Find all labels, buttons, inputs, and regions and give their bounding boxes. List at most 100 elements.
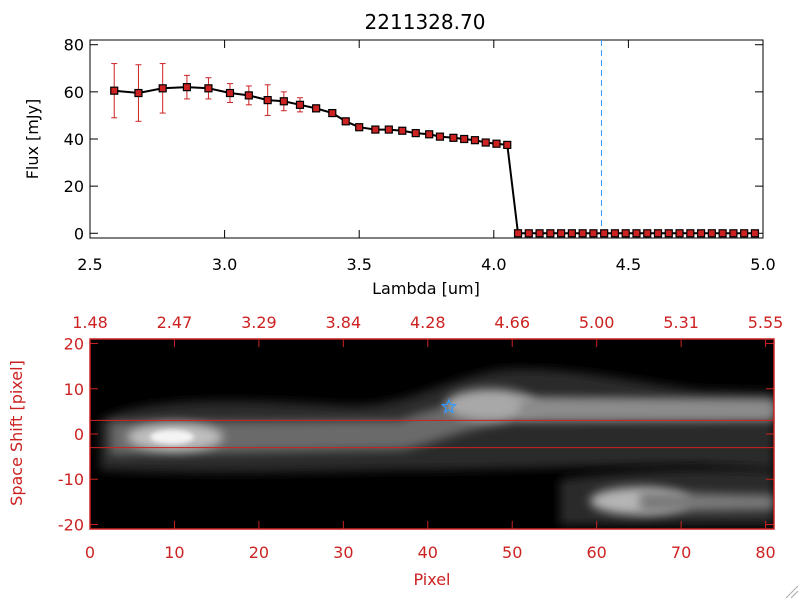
data-point bbox=[503, 140, 512, 149]
bottom-x-tick-label: 20 bbox=[249, 543, 269, 562]
wavelength-tick-label: 5.55 bbox=[748, 313, 784, 332]
top-y-tick-label: 0 bbox=[74, 224, 84, 243]
data-point bbox=[355, 123, 364, 132]
data-point bbox=[556, 229, 566, 238]
data-point bbox=[589, 229, 598, 238]
data-point bbox=[567, 229, 576, 238]
bottom-x-axis-label: Pixel bbox=[413, 570, 450, 589]
top-plot-frame bbox=[89, 39, 764, 239]
bottom-panel: 0 10 20 30 40 50 60 70 80 -20 -10 0 10 20 1.48 2.47 3.… bbox=[7, 313, 783, 589]
data-point bbox=[398, 126, 407, 135]
data-point bbox=[546, 229, 555, 238]
bottom-y-axis-label: Space Shift [pixel] bbox=[7, 360, 26, 506]
top-y-tick-label: 20 bbox=[64, 177, 84, 196]
bottom-y-tick-label: 20 bbox=[64, 335, 84, 354]
top-x-ticks: 2.5 3.0 3.5 4.0 4.5 5.0 bbox=[77, 40, 776, 274]
bottom-x-tick-label: 10 bbox=[164, 543, 184, 562]
bottom-x-ticks: 0 10 20 30 40 50 60 70 80 bbox=[85, 521, 776, 562]
data-point bbox=[182, 83, 192, 92]
data-point bbox=[328, 108, 337, 118]
wavelength-top-axis: 1.48 2.47 3.29 3.84 4.28 4.66 5.00 5.31 5.55 bbox=[72, 313, 783, 347]
data-point bbox=[244, 91, 253, 100]
wavelength-tick-label: 5.00 bbox=[579, 313, 615, 332]
wavelength-tick-label: 3.29 bbox=[241, 313, 277, 332]
data-point bbox=[341, 117, 350, 126]
data-point bbox=[675, 229, 684, 238]
upper-blob bbox=[445, 389, 535, 421]
data-point bbox=[643, 229, 652, 238]
data-point bbox=[578, 229, 587, 238]
data-point bbox=[279, 97, 288, 106]
chart-title: 2211328.70 bbox=[365, 10, 486, 34]
data-point bbox=[686, 229, 695, 238]
bottom-x-tick-label: 30 bbox=[333, 543, 353, 562]
bottom-x-tick-label: 0 bbox=[85, 543, 95, 562]
bottom-x-tick-label: 50 bbox=[502, 543, 522, 562]
data-point bbox=[470, 136, 480, 145]
data-point bbox=[513, 229, 523, 238]
top-x-tick-label: 3.0 bbox=[212, 255, 237, 274]
wavelength-tick-label: 2.47 bbox=[157, 313, 193, 332]
data-point bbox=[384, 125, 393, 134]
resize-grip-icon[interactable] bbox=[785, 585, 799, 599]
data-point bbox=[707, 229, 716, 238]
upper-trace bbox=[520, 398, 774, 420]
data-point bbox=[460, 134, 469, 144]
wavelength-tick-label: 1.48 bbox=[72, 313, 108, 332]
top-y-tick-label: 60 bbox=[64, 83, 84, 102]
bottom-x-tick-label: 70 bbox=[671, 543, 691, 562]
data-point bbox=[204, 84, 213, 93]
data-point bbox=[225, 88, 235, 98]
bottom-y-ticks: -20 -10 0 10 20 bbox=[58, 335, 774, 534]
top-x-tick-label: 5.0 bbox=[750, 255, 775, 274]
data-point bbox=[263, 96, 272, 105]
bottom-y-tick-label: 0 bbox=[74, 425, 84, 444]
flux-markers bbox=[110, 83, 760, 238]
data-point bbox=[610, 229, 620, 238]
bottom-y-tick-label: -20 bbox=[58, 515, 84, 534]
data-point bbox=[664, 229, 673, 238]
data-point bbox=[696, 229, 706, 238]
data-point bbox=[653, 229, 663, 238]
wavelength-tick-label: 5.31 bbox=[663, 313, 699, 332]
data-point bbox=[158, 84, 167, 93]
data-point bbox=[371, 125, 380, 134]
data-point bbox=[312, 104, 321, 113]
data-point bbox=[425, 130, 434, 139]
top-panel: 2211328.70 2.5 3.0 3.5 4.0 4.5 5.0 020406080 … bbox=[23, 10, 776, 298]
trace-peak bbox=[150, 430, 194, 444]
data-point bbox=[600, 229, 609, 238]
flux-line bbox=[114, 86, 755, 235]
wavelength-tick-label: 4.28 bbox=[410, 313, 446, 332]
top-x-tick-label: 2.5 bbox=[77, 255, 102, 274]
data-point bbox=[524, 229, 533, 238]
top-x-tick-label: 4.5 bbox=[616, 255, 641, 274]
data-point bbox=[449, 133, 458, 142]
data-point bbox=[750, 229, 760, 238]
data-point bbox=[718, 229, 727, 238]
data-point bbox=[481, 138, 490, 147]
data-point bbox=[411, 129, 420, 138]
bottom-x-tick-label: 60 bbox=[586, 543, 606, 562]
top-x-tick-label: 3.5 bbox=[346, 255, 371, 274]
bottom-y-tick-label: 10 bbox=[64, 380, 84, 399]
wavelength-tick-label: 4.66 bbox=[494, 313, 530, 332]
top-y-tick-label: 40 bbox=[64, 130, 84, 149]
data-point bbox=[295, 100, 305, 109]
source-star-marker bbox=[440, 398, 458, 414]
data-point bbox=[632, 229, 641, 238]
data-point bbox=[435, 132, 445, 141]
data-point bbox=[535, 229, 544, 238]
data-point bbox=[621, 229, 630, 238]
data-point bbox=[740, 229, 749, 238]
wavelength-tick-label: 3.84 bbox=[326, 313, 362, 332]
top-x-tick-label: 4.0 bbox=[481, 255, 506, 274]
data-point bbox=[729, 229, 738, 238]
top-y-axis-label: Flux [mJy] bbox=[23, 99, 42, 180]
data-point bbox=[110, 86, 119, 95]
lower-trace-tail bbox=[640, 492, 774, 512]
data-point bbox=[492, 139, 501, 148]
data-point bbox=[134, 88, 143, 98]
top-y-ticks: 0 20 40 60 80 bbox=[64, 36, 763, 243]
